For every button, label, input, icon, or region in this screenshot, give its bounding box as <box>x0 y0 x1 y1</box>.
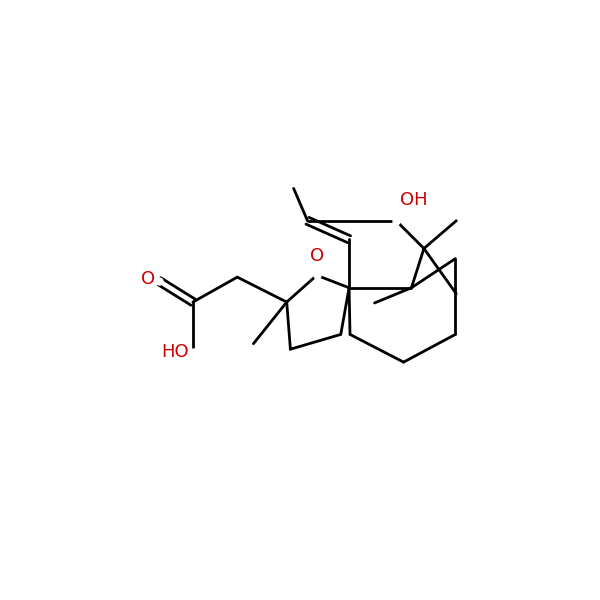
Text: HO: HO <box>161 343 189 361</box>
Text: O: O <box>310 247 324 265</box>
Text: O: O <box>141 270 155 288</box>
Text: OH: OH <box>400 191 428 209</box>
